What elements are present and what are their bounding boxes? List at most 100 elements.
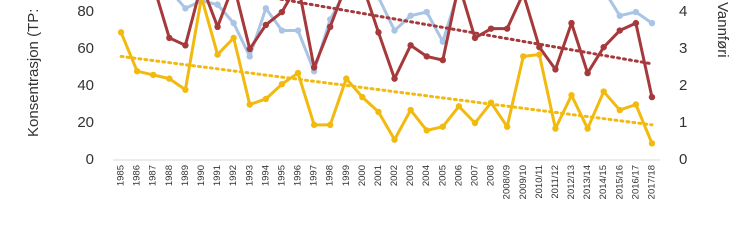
data-point <box>439 123 447 130</box>
data-point <box>568 92 575 99</box>
data-point <box>487 25 495 32</box>
data-point <box>391 27 398 34</box>
x-tick-label: 1986 <box>132 165 143 186</box>
data-point <box>600 88 607 95</box>
data-point <box>616 12 623 19</box>
x-tick-label: 2005 <box>437 165 448 186</box>
x-tick-label: 1995 <box>276 165 287 186</box>
data-point <box>520 53 527 60</box>
x-tick-label: 1988 <box>164 165 175 186</box>
data-point <box>278 80 286 88</box>
trend-line <box>276 0 654 66</box>
data-point <box>439 56 447 64</box>
x-tick-label: 2004 <box>421 165 432 186</box>
x-tick-label: 2006 <box>453 165 464 186</box>
y2-tick-label: 2 <box>679 77 687 94</box>
y-tick-label: 40 <box>77 77 94 94</box>
x-tick-label: 2011/12 <box>550 165 561 199</box>
data-point <box>648 93 656 101</box>
y2-tick-label: 0 <box>679 151 687 168</box>
y-tick-label: 20 <box>77 114 94 131</box>
x-tick-label: 1996 <box>293 165 304 186</box>
data-point <box>471 34 479 42</box>
data-point <box>423 8 430 16</box>
x-tick-label: 2000 <box>357 165 368 186</box>
data-point <box>423 127 430 134</box>
data-point <box>214 51 221 58</box>
y2-tick-label: 1 <box>679 114 687 131</box>
series-line <box>119 0 654 144</box>
data-point <box>182 5 189 12</box>
data-point <box>150 71 157 79</box>
x-tick-label: 2014/15 <box>598 165 609 199</box>
data-point <box>391 136 398 143</box>
data-point <box>166 75 173 82</box>
data-point <box>375 29 382 36</box>
x-tick-label: 1998 <box>325 165 336 186</box>
data-point <box>310 64 318 71</box>
data-point <box>214 1 221 8</box>
y2-axis-label: Vannføri <box>714 2 731 58</box>
x-tick-label: 2008/09 <box>502 165 513 199</box>
x-tick-label: 2015/16 <box>614 165 625 199</box>
data-point <box>294 69 302 77</box>
data-point <box>503 25 511 32</box>
data-point <box>536 51 543 58</box>
y2-tick-label: 4 <box>679 3 687 20</box>
data-point <box>359 93 366 101</box>
trend-line <box>119 54 654 127</box>
data-point <box>391 75 398 82</box>
x-tick-label: 1994 <box>260 165 271 186</box>
x-tick-label: 2010/11 <box>534 165 545 199</box>
data-point <box>310 121 318 129</box>
data-point <box>584 69 591 77</box>
x-tick-label: 2007 <box>470 165 481 186</box>
data-point <box>552 125 559 132</box>
data-point <box>262 21 270 29</box>
data-point <box>552 66 559 73</box>
data-point <box>600 43 607 51</box>
data-point <box>632 8 640 16</box>
data-point <box>182 42 189 49</box>
x-tick-label: 1985 <box>116 165 127 186</box>
data-point <box>407 12 414 19</box>
data-point <box>262 95 270 103</box>
plot-area <box>117 0 656 147</box>
data-point <box>375 108 382 116</box>
x-tick-label: 1989 <box>180 165 191 186</box>
x-tick-label: 2013/14 <box>582 165 593 199</box>
x-tick-label: 2008 <box>486 165 497 186</box>
data-point <box>568 19 575 27</box>
x-tick-label: 2003 <box>405 165 416 186</box>
y-tick-label: 0 <box>86 151 94 168</box>
x-tick-label: 1991 <box>212 165 223 186</box>
data-point <box>230 34 237 42</box>
chart: Konsentrasjon (TP: Vannføri 0 20 40 60 80 0 1 2… <box>25 0 731 199</box>
data-point <box>326 121 334 129</box>
data-point <box>423 53 430 60</box>
data-point <box>278 8 286 16</box>
data-point <box>133 68 141 75</box>
series-line <box>156 0 654 98</box>
data-point <box>182 86 189 93</box>
data-point <box>166 34 173 42</box>
data-point <box>471 119 479 127</box>
data-point <box>262 5 270 12</box>
x-tick-label: 2002 <box>389 165 400 186</box>
data-point <box>230 19 237 27</box>
data-point <box>407 106 414 114</box>
x-tick-label: 1993 <box>244 165 255 186</box>
y-tick-label: 80 <box>77 3 94 20</box>
x-tick-label: 1997 <box>309 165 320 186</box>
data-point <box>648 19 656 27</box>
x-tick-label: 1990 <box>196 165 207 186</box>
data-point <box>616 27 623 34</box>
data-point <box>117 29 125 36</box>
data-point <box>278 27 286 34</box>
data-point <box>616 106 623 114</box>
data-point <box>246 53 253 60</box>
data-point <box>632 101 640 108</box>
data-point <box>343 75 350 82</box>
data-point <box>246 45 253 53</box>
data-point <box>294 27 302 34</box>
